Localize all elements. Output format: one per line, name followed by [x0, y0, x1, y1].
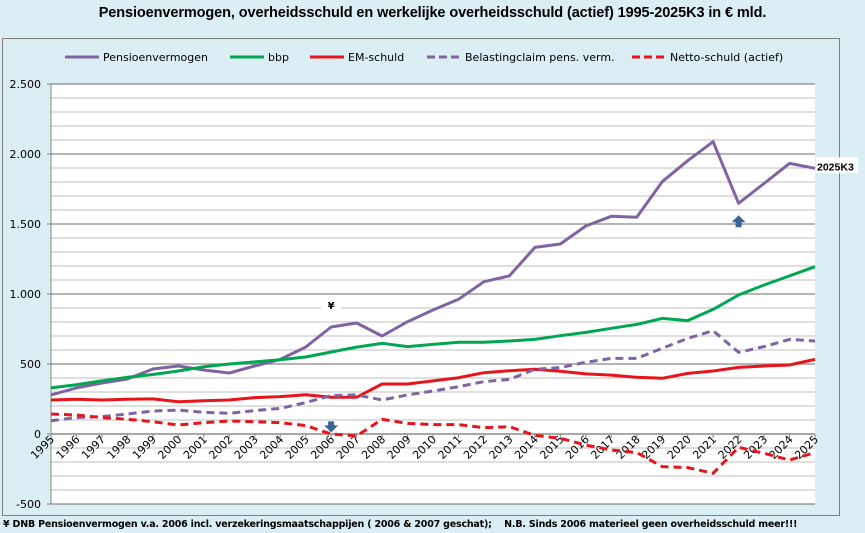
legend-label: bbp	[268, 51, 289, 64]
y-tick-label: 2.000	[10, 148, 42, 161]
y-tick-label: 1.500	[10, 218, 42, 231]
legend-label: Pensioenvermogen	[103, 51, 208, 64]
y-tick-label: -500	[16, 498, 41, 511]
y-tick-label: 500	[20, 358, 41, 371]
legend-label: EM-schuld	[348, 51, 404, 64]
legend: Pensioenvermogen bbp EM-schuld Belastingcla…	[65, 51, 783, 64]
series-line-pensioenvermogen	[50, 140, 816, 397]
legend-label: Belastingclaim pens. verm.	[465, 51, 615, 64]
footnote: ¥ DNB Pensioenvermogen v.a. 2006 incl. v…	[3, 519, 798, 530]
series-line-netto-schuld-actief	[50, 412, 816, 475]
y-axis: -500 0 500 1.000 1.500 2.000 2.500	[10, 78, 52, 511]
chart-frame	[2, 38, 840, 516]
end-label-2025k3: 2025K3	[817, 161, 854, 173]
series-line-bbp	[50, 265, 816, 390]
annotation-bg	[816, 157, 858, 174]
legend-label: Netto-schuld (actief)	[670, 51, 783, 64]
up-arrow-icon	[731, 215, 746, 228]
annotation-bg	[321, 299, 342, 311]
chart-title: Pensioenvermogen, overheidsschuld en wer…	[98, 5, 767, 21]
gridlines	[51, 83, 815, 505]
annotations: ¥2025K3	[321, 157, 858, 433]
series-lines	[50, 140, 816, 475]
y-tick-label: 2.500	[10, 78, 42, 91]
yen-annotation: ¥	[328, 301, 335, 312]
y-tick-label: 0	[34, 428, 41, 441]
series-line-em-schuld	[50, 357, 816, 404]
down-arrow-icon	[324, 421, 339, 433]
y-tick-label: 1.000	[10, 288, 42, 301]
